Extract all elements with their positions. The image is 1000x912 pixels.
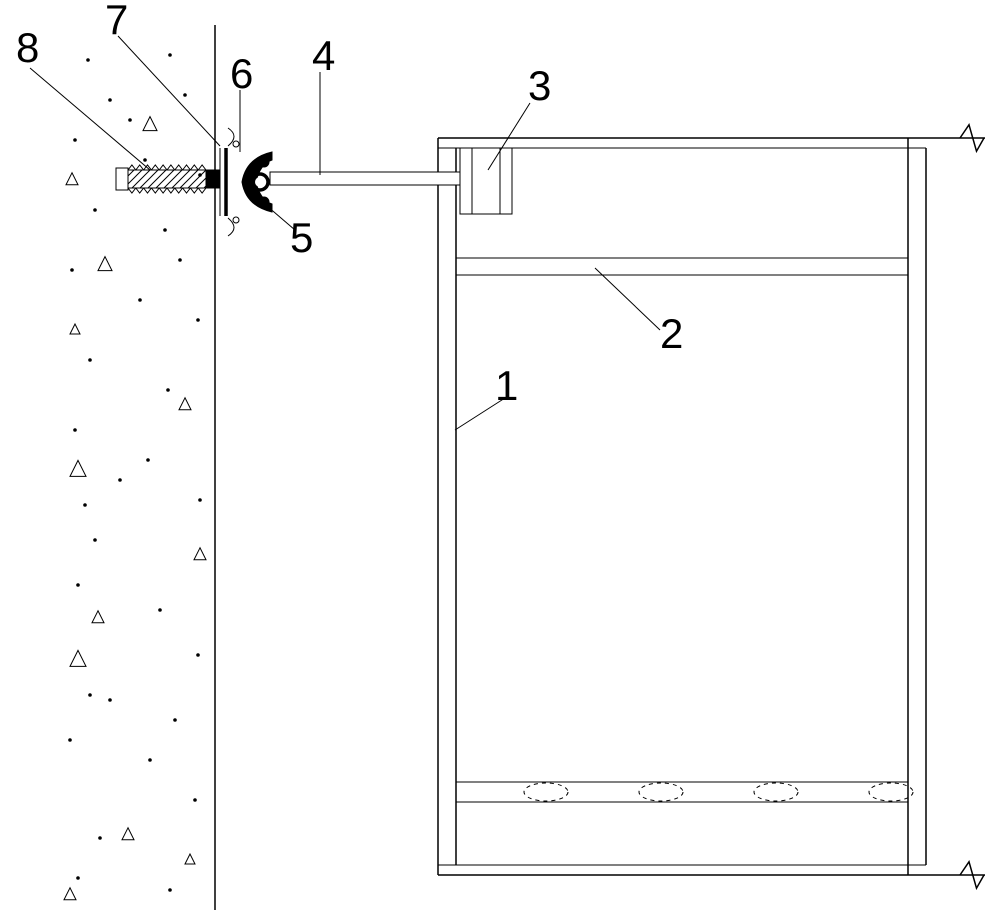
thread-tooth <box>159 188 167 193</box>
concrete-speckle <box>149 759 152 762</box>
aggregate-mark <box>92 611 104 623</box>
thread-tooth <box>159 165 167 170</box>
concrete-speckle <box>99 837 102 840</box>
rail-joint-mark <box>869 783 913 801</box>
concrete-speckle <box>74 429 77 432</box>
technical-diagram: 12345678 <box>0 0 1000 912</box>
concrete-speckle <box>109 99 112 102</box>
label-4: 4 <box>312 32 335 79</box>
concrete-speckle <box>109 699 112 702</box>
thread-tooth <box>190 165 198 170</box>
aggregate-mark <box>66 173 78 185</box>
concrete-speckle <box>84 504 87 507</box>
concrete-speckle <box>197 319 200 322</box>
concrete-speckle <box>144 159 147 162</box>
concrete-speckle <box>87 59 90 62</box>
label-8: 8 <box>16 24 39 71</box>
thread-tooth <box>128 165 136 170</box>
aggregate-mark <box>179 398 191 410</box>
concrete-speckle <box>71 269 74 272</box>
thread-tooth <box>183 165 191 170</box>
concrete-speckle <box>164 229 167 232</box>
concrete-speckle <box>94 209 97 212</box>
horizontal-member-4 <box>270 172 460 185</box>
thread-tooth <box>183 188 191 193</box>
label-2: 2 <box>660 310 683 357</box>
concrete-speckle <box>179 259 182 262</box>
leader-line-l8 <box>30 68 150 170</box>
aggregate-mark <box>194 548 206 560</box>
rail-joint-mark <box>754 783 798 801</box>
aggregate-mark <box>185 854 195 864</box>
rail-joint-mark <box>524 783 568 801</box>
concrete-speckle <box>89 359 92 362</box>
aggregate-mark <box>143 117 157 131</box>
thread-tooth <box>136 188 144 193</box>
thread-tooth <box>128 188 136 193</box>
flange-center-hole <box>255 177 265 187</box>
concrete-speckle <box>77 877 80 880</box>
label-5: 5 <box>290 214 313 261</box>
rail-joint-mark <box>639 783 683 801</box>
concrete-speckle <box>159 609 162 612</box>
label-7: 7 <box>105 0 128 43</box>
label-3: 3 <box>528 62 551 109</box>
aggregate-mark <box>98 257 112 271</box>
concrete-speckle <box>197 654 200 657</box>
aggregate-mark <box>70 460 86 476</box>
thread-tooth <box>190 188 198 193</box>
aggregate-mark <box>70 324 80 334</box>
concrete-speckle <box>199 499 202 502</box>
concrete-speckle <box>167 389 170 392</box>
plate-ear-hole <box>233 141 239 147</box>
concrete-speckle <box>169 889 172 892</box>
leader-line-l2 <box>595 268 660 330</box>
anchor-head <box>116 168 128 190</box>
concrete-speckle <box>94 539 97 542</box>
concrete-speckle <box>89 694 92 697</box>
aggregate-mark <box>64 888 76 900</box>
flange-bolt <box>259 197 269 207</box>
concrete-speckle <box>129 119 132 122</box>
concrete-speckle <box>169 54 172 57</box>
thread-tooth <box>144 188 152 193</box>
concrete-speckle <box>147 459 150 462</box>
thread-tooth <box>136 165 144 170</box>
plate-ear-hole <box>233 217 239 223</box>
thread-tooth <box>175 188 183 193</box>
concrete-speckle <box>139 299 142 302</box>
thread-tooth <box>151 165 159 170</box>
flange-bolt <box>259 157 269 167</box>
thread-tooth <box>198 165 206 170</box>
thread-tooth <box>151 188 159 193</box>
leader-line-l1 <box>455 398 505 430</box>
thread-tooth <box>167 165 175 170</box>
aggregate-mark <box>70 650 86 666</box>
aggregate-mark <box>122 828 134 840</box>
concrete-speckle <box>69 739 72 742</box>
concrete-speckle <box>194 799 197 802</box>
concrete-speckle <box>184 94 187 97</box>
anchor-sleeve <box>206 170 220 188</box>
bracket-3 <box>460 148 512 214</box>
thread-tooth <box>175 165 183 170</box>
thread-tooth <box>198 188 206 193</box>
leader-line-l7 <box>118 36 220 146</box>
anchor-shaft-8 <box>128 170 206 188</box>
concrete-speckle <box>74 139 77 142</box>
concrete-speckle <box>119 479 122 482</box>
concrete-speckle <box>174 719 177 722</box>
label-6: 6 <box>230 50 253 97</box>
thread-tooth <box>167 188 175 193</box>
concrete-speckle <box>77 584 80 587</box>
